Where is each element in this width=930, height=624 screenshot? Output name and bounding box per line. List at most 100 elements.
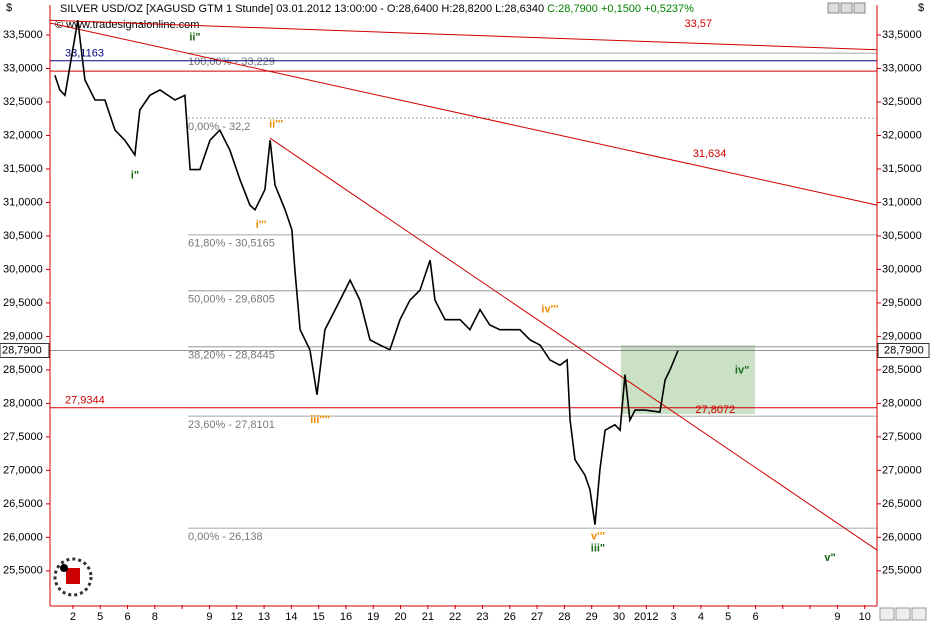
y-tick-label: 32,5000 — [3, 96, 43, 108]
x-tick-label: 2012 — [634, 611, 658, 623]
x-tick-label: 5 — [725, 611, 731, 623]
y-tick-label: 26,5000 — [3, 498, 43, 510]
price-line — [54, 20, 679, 525]
x-tick-label: 4 — [698, 611, 704, 623]
y-tick-label: 28,0000 — [3, 397, 43, 409]
fib-label: 0,00% - 26,138 — [188, 531, 263, 543]
level-label: 33,1163 — [65, 48, 104, 60]
y-tick-label: 32,0000 — [882, 129, 922, 141]
x-tick-label: 6 — [752, 611, 758, 623]
trendline — [269, 137, 878, 551]
x-tick-label: 5 — [97, 611, 103, 623]
y-tick-label: 30,0000 — [3, 263, 43, 275]
y-tick-label: 31,0000 — [882, 196, 922, 208]
x-tick-label: 23 — [476, 611, 488, 623]
x-tick-label: 12 — [231, 611, 243, 623]
y-tick-label: 27,0000 — [882, 464, 922, 476]
x-tick-label: 19 — [367, 611, 379, 623]
button[interactable] — [853, 2, 866, 14]
fib-label: 23,60% - 27,8101 — [188, 419, 275, 431]
y-tick-label: 33,5000 — [882, 29, 922, 41]
wave-label: ii" — [189, 32, 200, 44]
x-tick-label: 27 — [531, 611, 543, 623]
x-tick-label: 9 — [834, 611, 840, 623]
x-tick-label: 20 — [394, 611, 406, 623]
y-tick-label: 28,0000 — [882, 397, 922, 409]
wave-label: i" — [131, 170, 139, 182]
x-tick-label: 14 — [285, 611, 297, 623]
wave-label: iv''' — [541, 304, 558, 316]
y-tick-label: 27,0000 — [3, 464, 43, 476]
logo — [53, 557, 93, 597]
trendline-label: 27,8072 — [695, 404, 735, 416]
wave-label: iii'''' — [310, 414, 330, 426]
y-tick-label: 33,0000 — [3, 62, 43, 74]
x-tick-label: 9 — [206, 611, 212, 623]
wave-label: iv" — [735, 364, 749, 376]
button[interactable] — [827, 2, 840, 14]
trendline-label: 33,57 — [685, 18, 713, 30]
y-tick-label: 28,5000 — [3, 364, 43, 376]
y-tick-label: 29,0000 — [882, 330, 922, 342]
button[interactable] — [840, 2, 853, 14]
y-tick-label: 27,5000 — [3, 431, 43, 443]
trendline-label: 31,634 — [693, 148, 727, 160]
plot: 100,00% - 33,229 0,00% - 32,2 61,80% - 30,… — [49, 18, 878, 564]
x-tick-label: 3 — [671, 611, 677, 623]
price-tag-label: 28,7900 — [2, 344, 42, 356]
y-tick-label: 28,5000 — [882, 364, 922, 376]
x-tick-label: 2 — [70, 611, 76, 623]
window-buttons[interactable] — [827, 2, 866, 14]
x-tick-label: 16 — [340, 611, 352, 623]
x-tick-label: 13 — [258, 611, 270, 623]
x-tick-label: 6 — [124, 611, 130, 623]
y-tick-label: 26,0000 — [882, 531, 922, 543]
fib-label: 0,00% - 32,2 — [188, 121, 250, 133]
y-tick-label: 33,0000 — [882, 62, 922, 74]
y-tick-label: 29,5000 — [3, 297, 43, 309]
button[interactable] — [879, 607, 895, 621]
x-tick-label: 22 — [449, 611, 461, 623]
trendline — [49, 19, 878, 51]
y-tick-label: 31,5000 — [3, 163, 43, 175]
y-tick-label: 29,0000 — [3, 330, 43, 342]
level-label: 27,9344 — [65, 395, 105, 407]
y-tick-label: 26,0000 — [3, 531, 43, 543]
fib-label: 38,20% - 28,8445 — [188, 350, 275, 362]
wave-label: i''' — [256, 219, 267, 231]
wave-label: ii''' — [269, 119, 283, 131]
price-tag — [877, 342, 930, 358]
button[interactable] — [895, 607, 911, 621]
wave-label: iii" — [591, 543, 605, 555]
y-tick-label: 25,5000 — [3, 565, 43, 577]
x-tick-label: 10 — [859, 611, 871, 623]
price-tag — [0, 342, 50, 358]
x-tick-label: 28 — [558, 611, 570, 623]
y-tick-label: 26,5000 — [882, 498, 922, 510]
y-tick-label: 30,5000 — [3, 230, 43, 242]
y-tick-label: 31,5000 — [882, 163, 922, 175]
x-tick-label: 30 — [613, 611, 625, 623]
header-change: C:28,7900 +0,1500 +0,5237% — [547, 3, 694, 15]
y-tick-label: 29,5000 — [882, 297, 922, 309]
target-zone — [620, 345, 755, 415]
scroll-buttons[interactable] — [879, 607, 927, 621]
currency-left: $ — [6, 2, 12, 14]
y-tick-label: 32,0000 — [3, 129, 43, 141]
x-tick-label: 21 — [422, 611, 434, 623]
header: SILVER USD/OZ [XAGUSD GTM 1 Stunde] 03.0… — [60, 3, 694, 15]
header-title: SILVER USD/OZ [XAGUSD GTM 1 Stunde] 03.0… — [60, 3, 544, 15]
x-tick-label: 26 — [504, 611, 516, 623]
y-tick-label: 27,5000 — [882, 431, 922, 443]
y-tick-label: 32,5000 — [882, 96, 922, 108]
x-tick-label: 15 — [313, 611, 325, 623]
trendline — [49, 22, 878, 206]
currency-right: $ — [918, 2, 924, 14]
x-tick-label: 8 — [152, 611, 158, 623]
fib-label: 50,00% - 29,6805 — [188, 294, 275, 306]
fib-label: 100,00% - 33,229 — [188, 56, 275, 68]
button[interactable] — [911, 607, 927, 621]
wave-label: v" — [824, 552, 835, 564]
